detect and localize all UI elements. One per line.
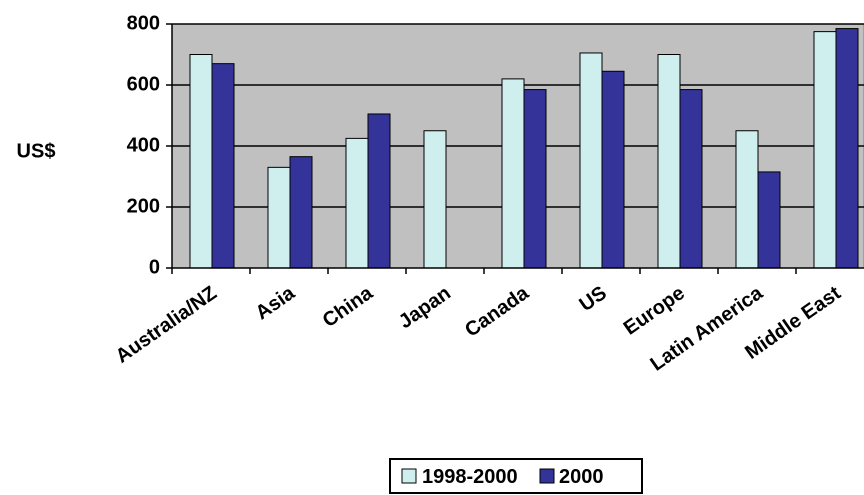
bar-2000-australia-nz — [211, 63, 235, 269]
y-tick-label: 200 — [127, 195, 160, 217]
bar-1998-2000-japan — [423, 130, 447, 269]
bar-2000-middle-east — [835, 28, 859, 269]
bar-1998-2000-middle-east — [813, 31, 837, 269]
x-tick-label: Canada — [461, 282, 534, 342]
y-tick-labels: 0 200 400 600 800 — [127, 12, 160, 278]
legend: 1998-2000 2000 — [389, 458, 643, 494]
bar-1998-2000-australia-nz — [189, 54, 213, 269]
bar-1998-2000-us — [579, 52, 603, 269]
bar-2000-us — [601, 70, 625, 269]
legend-label-1998-2000: 1998-2000 — [422, 466, 518, 488]
x-tick-label: China — [319, 282, 378, 332]
legend-swatch-1998-2000 — [401, 468, 417, 484]
y-tick-label: 400 — [127, 134, 160, 156]
y-tick-label: 0 — [149, 256, 160, 278]
x-tick-labels: Australia/NZ Asia China Japan Canada US Europe… — [112, 282, 845, 376]
bar-1998-2000-latin-america — [735, 130, 759, 269]
bar-2000-latin-america — [757, 171, 781, 269]
bar-1998-2000-europe — [657, 54, 681, 269]
y-tick-label: 600 — [127, 73, 160, 95]
bar-1998-2000-asia — [267, 166, 291, 269]
x-tick-label: Japan — [395, 282, 455, 333]
bar-2000-europe — [679, 89, 703, 269]
legend-swatch-2000 — [539, 468, 555, 484]
bar-2000-canada — [523, 89, 547, 269]
axes — [166, 23, 864, 274]
bar-2000-asia — [289, 156, 313, 269]
x-tick-label: Asia — [252, 282, 300, 325]
bar-1998-2000-canada — [501, 78, 525, 269]
legend-box — [389, 458, 643, 494]
x-tick-label: Europe — [620, 282, 689, 340]
bar-2000-china — [367, 113, 391, 269]
x-tick-label: Australia/NZ — [112, 282, 221, 368]
y-tick-label: 800 — [127, 12, 160, 34]
y-axis-title: US$ — [17, 140, 56, 162]
bar-1998-2000-china — [345, 137, 369, 269]
legend-label-2000: 2000 — [559, 466, 604, 488]
x-tick-label: US — [575, 282, 610, 316]
